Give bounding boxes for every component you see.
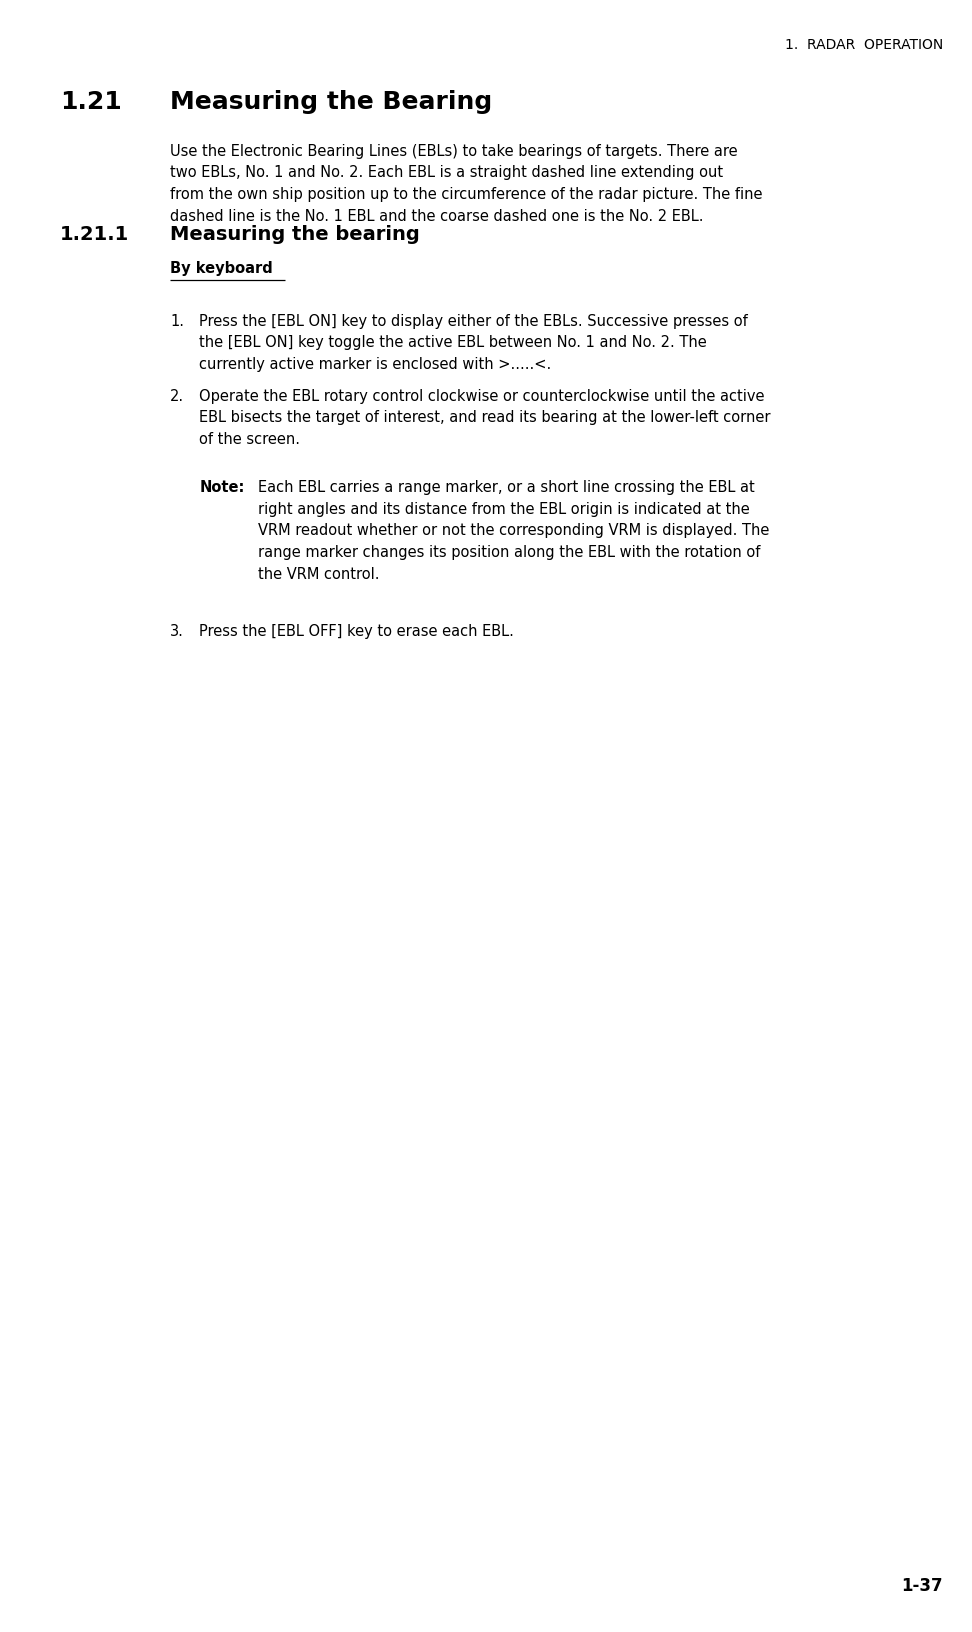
Text: Press the [EBL ON] key to display either of the EBLs. Successive presses of
the : Press the [EBL ON] key to display either…: [199, 313, 748, 372]
Text: Use the Electronic Bearing Lines (EBLs) to take bearings of targets. There are
t: Use the Electronic Bearing Lines (EBLs) …: [170, 144, 763, 224]
Text: Measuring the bearing: Measuring the bearing: [170, 225, 420, 245]
Text: By keyboard: By keyboard: [170, 261, 273, 276]
Text: Operate the EBL rotary control clockwise or counterclockwise until the active
EB: Operate the EBL rotary control clockwise…: [199, 388, 771, 447]
Text: Note:: Note:: [199, 480, 245, 494]
Text: 3.: 3.: [170, 623, 184, 638]
Text: Measuring the Bearing: Measuring the Bearing: [170, 90, 493, 114]
Text: 1-37: 1-37: [901, 1577, 943, 1594]
Text: 2.: 2.: [170, 388, 185, 403]
Text: 1.21.1: 1.21.1: [60, 225, 129, 245]
Text: Press the [EBL OFF] key to erase each EBL.: Press the [EBL OFF] key to erase each EB…: [199, 623, 514, 638]
Text: 1.  RADAR  OPERATION: 1. RADAR OPERATION: [784, 38, 943, 52]
Text: Each EBL carries a range marker, or a short line crossing the EBL at
right angle: Each EBL carries a range marker, or a sh…: [258, 480, 769, 581]
Text: 1.: 1.: [170, 313, 184, 328]
Text: 1.21: 1.21: [60, 90, 122, 114]
